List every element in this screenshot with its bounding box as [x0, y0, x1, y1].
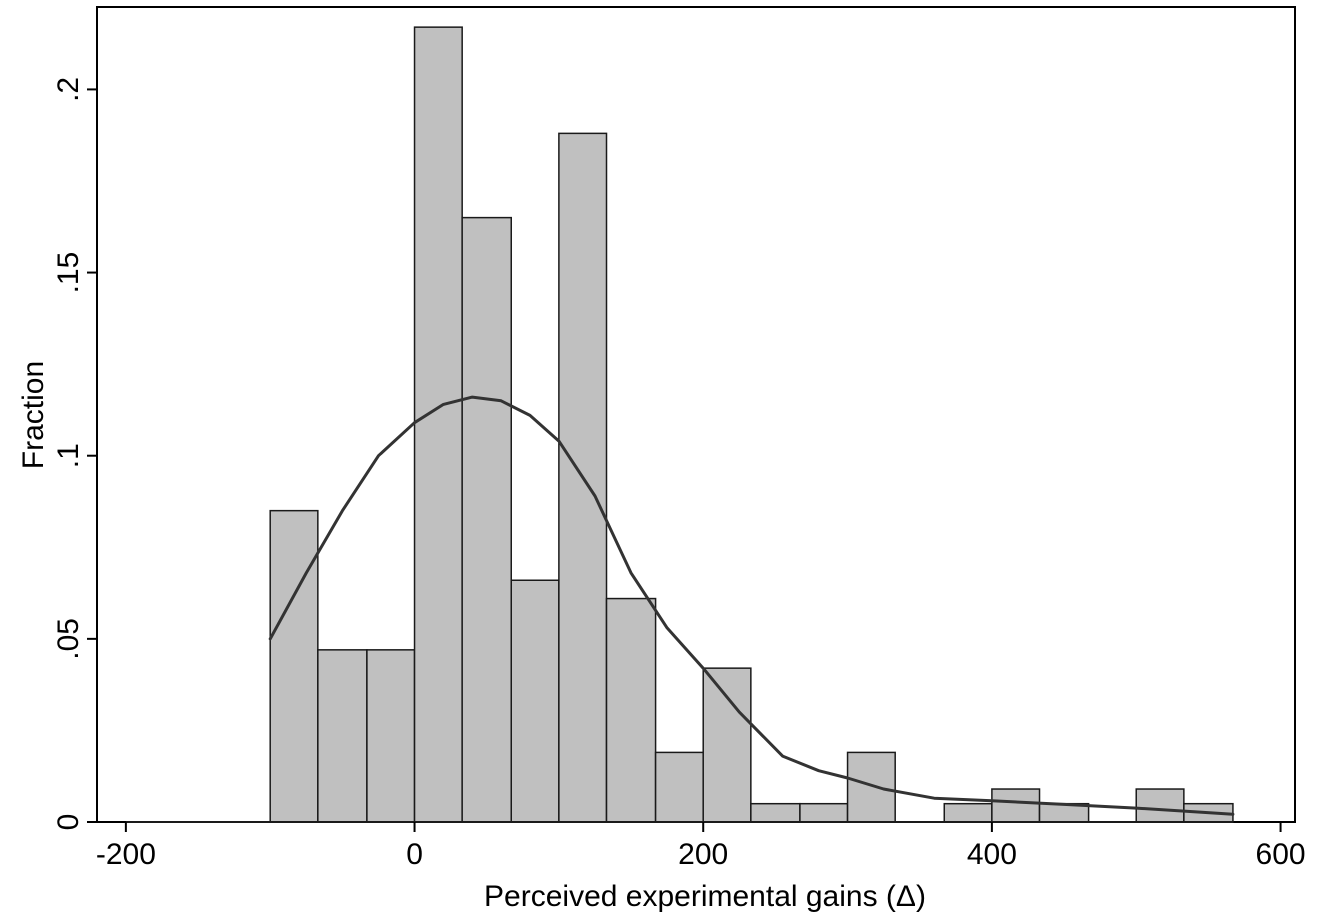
histogram-bar-15: [991, 788, 1041, 823]
histogram-bar-18: [1135, 788, 1185, 823]
y-tick-label-3: .15: [52, 252, 85, 294]
y-tick-label-1: .05: [52, 618, 85, 660]
density-curve: [268, 395, 1235, 816]
y-tick-label-0: 0: [52, 814, 85, 831]
histogram-bar-6: [558, 132, 608, 823]
x-tick-label-4: 600: [1256, 838, 1306, 871]
histogram-bar-8: [654, 751, 704, 823]
histogram-bar-7: [605, 597, 657, 823]
x-tick-label-0: -200: [96, 838, 156, 871]
histogram-bar-11: [799, 802, 849, 823]
histogram-bar-12: [846, 751, 896, 823]
y-axis: 0 .05 .1 .15 .2: [52, 77, 97, 830]
histogram-bar-10: [750, 802, 801, 823]
y-axis-title: Fraction: [17, 361, 50, 469]
density-line: [268, 395, 1235, 816]
histogram-bar-9: [702, 667, 752, 823]
histogram-bar-4: [461, 216, 512, 823]
histogram-bar-5: [510, 579, 560, 823]
y-tick-label-2: .1: [52, 443, 85, 468]
histogram-bar-3: [413, 26, 463, 823]
histogram-bar-2: [366, 649, 416, 823]
histogram-bars: [269, 26, 1234, 823]
histogram-bar-1: [317, 649, 368, 823]
histogram-bar-0: [269, 509, 319, 823]
x-tick-label-2: 200: [678, 838, 728, 871]
x-axis-title: Perceived experimental gains (Δ): [484, 880, 926, 913]
y-tick-label-4: .2: [52, 77, 85, 102]
x-tick-label-3: 400: [967, 838, 1017, 871]
x-axis: -200 0 200 400 600: [96, 822, 1306, 871]
x-tick-label-1: 0: [406, 838, 423, 871]
histogram-bar-14: [943, 802, 993, 823]
